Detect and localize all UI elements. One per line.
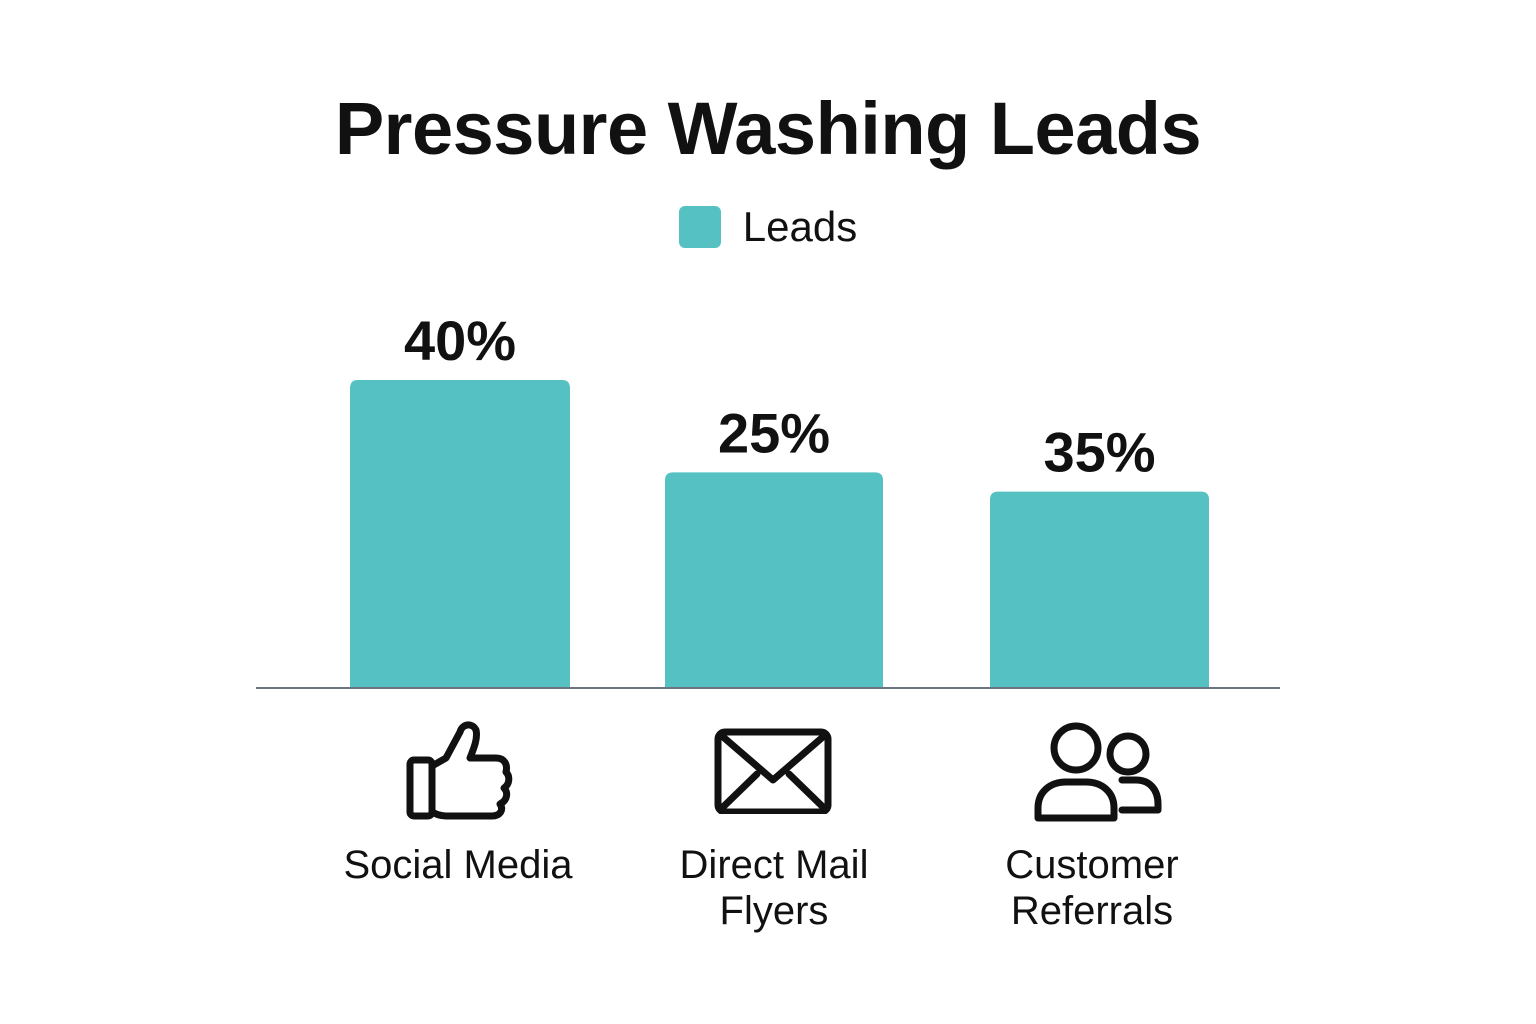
thumbs-up-icon [406,721,513,820]
category-label-social-media: Social Media [343,843,573,887]
category-label-customer-referrals: Customer Referrals [1005,843,1179,933]
users-icon [1034,722,1162,822]
legend: Leads [0,202,1536,252]
legend-label: Leads [742,203,858,250]
envelope-icon [714,728,832,814]
bar-1 [665,472,883,688]
bar-value-label-1: 25% [718,401,830,464]
bar-value-label-0: 40% [404,309,516,372]
bar-2 [990,491,1209,688]
bar-value-label-2: 35% [1043,421,1155,484]
legend-swatch [678,206,721,248]
bar-0 [350,380,570,688]
category-label-direct-mail-flyers: Direct Mail Flyers [679,843,869,933]
chart-title: Pressure Washing Leads [334,87,1202,170]
